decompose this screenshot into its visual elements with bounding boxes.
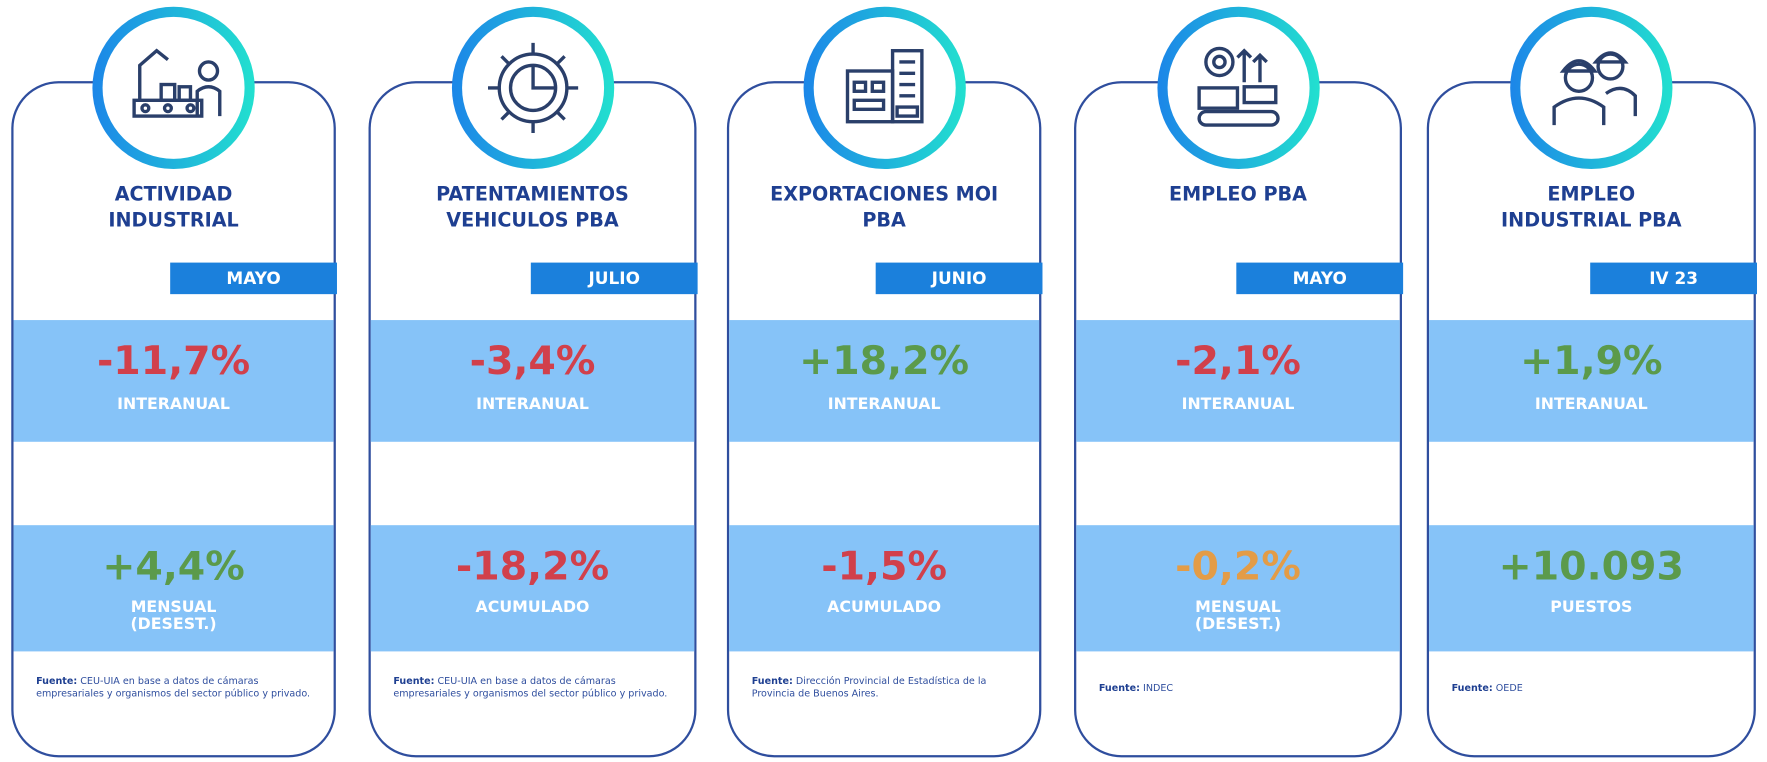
indicator-card: PATENTAMIENTOS VEHICULOS PBA JULIO -3,4% IN… [369, 81, 697, 757]
icon-graphic [833, 37, 934, 138]
period-tag: JULIO [531, 263, 698, 295]
primary-band: -11,7% INTERANUAL [14, 320, 334, 442]
card-title: PATENTAMIENTOS VEHICULOS PBA [371, 183, 694, 235]
indicator-card: EMPLEO PBA MAYO -2,1% INTERANUAL -0,2% MENSUA… [1074, 81, 1402, 757]
icon-ring [1157, 7, 1319, 169]
secondary-band: +10.093 PUESTOS [1429, 525, 1754, 651]
primary-value: +18,2% [729, 338, 1039, 385]
source-text: INDEC [1143, 683, 1173, 694]
source-text: OEDE [1496, 683, 1523, 694]
secondary-band: +4,4% MENSUAL (DESEST.) [14, 525, 334, 651]
primary-label: INTERANUAL [14, 397, 334, 414]
icon-graphic [1187, 37, 1288, 138]
secondary-band: -18,2% ACUMULADO [371, 525, 694, 651]
secondary-band: -1,5% ACUMULADO [729, 525, 1039, 651]
icon [462, 17, 604, 159]
icon-ring [451, 7, 613, 169]
source-text: CEU-UIA en base a datos de cámaras empre… [393, 676, 667, 700]
primary-label: INTERANUAL [1076, 397, 1399, 414]
secondary-value: +10.093 [1429, 543, 1754, 590]
indicator-card: EMPLEO INDUSTRIAL PBA IV 23 +1,9% INTERANUA… [1427, 81, 1756, 757]
icon-ring [803, 7, 965, 169]
primary-band: -2,1% INTERANUAL [1076, 320, 1399, 442]
secondary-label: ACUMULADO [729, 600, 1039, 617]
source-label: Fuente: [752, 676, 793, 687]
source-note: Fuente: INDEC [1099, 683, 1382, 695]
icon-ring [92, 7, 254, 169]
secondary-label: ACUMULADO [371, 600, 694, 617]
primary-label: INTERANUAL [729, 397, 1039, 414]
icon-graphic [123, 37, 224, 138]
card-title: ACTIVIDAD INDUSTRIAL [14, 183, 334, 235]
source-note: Fuente: CEU-UIA en base a datos de cámar… [393, 676, 676, 701]
primary-value: -2,1% [1076, 338, 1399, 385]
secondary-value: -0,2% [1076, 543, 1399, 590]
indicator-card: EXPORTACIONES MOI PBA JUNIO +18,2% INTERANU… [727, 81, 1041, 757]
secondary-label: MENSUAL (DESEST.) [1076, 600, 1399, 634]
period-tag: MAYO [1236, 263, 1403, 295]
primary-band: -3,4% INTERANUAL [371, 320, 694, 442]
icon-graphic [482, 37, 583, 138]
period-tag: JUNIO [876, 263, 1043, 295]
primary-band: +1,9% INTERANUAL [1429, 320, 1754, 442]
primary-label: INTERANUAL [371, 397, 694, 414]
icon [1520, 17, 1662, 159]
card-title: EXPORTACIONES MOI PBA [729, 183, 1039, 235]
icon-graphic [1541, 37, 1642, 138]
secondary-value: +4,4% [14, 543, 334, 590]
primary-value: +1,9% [1429, 338, 1754, 385]
primary-label: INTERANUAL [1429, 397, 1754, 414]
source-label: Fuente: [36, 676, 77, 687]
card-title: EMPLEO PBA [1076, 183, 1399, 209]
secondary-label: MENSUAL (DESEST.) [14, 600, 334, 634]
source-text: CEU-UIA en base a datos de cámaras empre… [36, 676, 310, 700]
source-label: Fuente: [1452, 683, 1493, 694]
primary-band: +18,2% INTERANUAL [729, 320, 1039, 442]
source-note: Fuente: Dirección Provincial de Estadíst… [752, 676, 1021, 701]
primary-value: -11,7% [14, 338, 334, 385]
dashboard: ACTIVIDAD INDUSTRIAL MAYO -11,7% INTERANUAL… [0, 0, 1767, 762]
card-title: EMPLEO INDUSTRIAL PBA [1429, 183, 1754, 235]
icon [103, 17, 245, 159]
secondary-band: -0,2% MENSUAL (DESEST.) [1076, 525, 1399, 651]
page: ACTIVIDAD INDUSTRIAL MAYO -11,7% INTERANUAL… [0, 0, 1767, 762]
source-note: Fuente: OEDE [1452, 683, 1736, 695]
source-label: Fuente: [393, 676, 434, 687]
secondary-value: -18,2% [371, 543, 694, 590]
source-note: Fuente: CEU-UIA en base a datos de cámar… [36, 676, 315, 701]
source-label: Fuente: [1099, 683, 1140, 694]
primary-value: -3,4% [371, 338, 694, 385]
icon [813, 17, 955, 159]
secondary-value: -1,5% [729, 543, 1039, 590]
period-tag: IV 23 [1590, 263, 1757, 295]
indicator-card: ACTIVIDAD INDUSTRIAL MAYO -11,7% INTERANUAL… [11, 81, 336, 757]
icon-ring [1510, 7, 1672, 169]
icon [1167, 17, 1309, 159]
secondary-label: PUESTOS [1429, 600, 1754, 617]
period-tag: MAYO [170, 263, 337, 295]
